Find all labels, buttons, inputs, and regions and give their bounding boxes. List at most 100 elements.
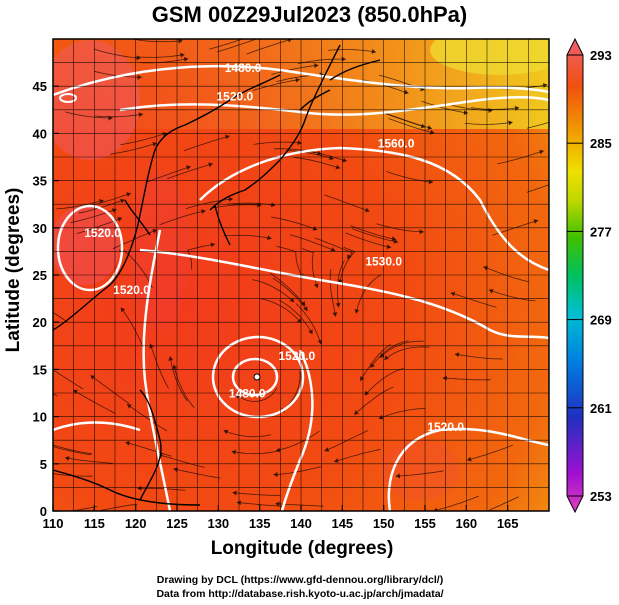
streamline bbox=[56, 199, 104, 210]
streamline-arrow bbox=[223, 429, 229, 435]
streamline-arrow bbox=[337, 279, 343, 284]
streamline bbox=[293, 156, 341, 169]
streamline bbox=[421, 100, 469, 114]
streamline-arrow bbox=[386, 244, 391, 250]
streamline-arrow bbox=[183, 56, 189, 62]
streamline-arrow bbox=[257, 202, 262, 208]
streamline-arrow bbox=[225, 134, 230, 140]
streamline-arrow bbox=[232, 490, 237, 496]
streamline-arrow bbox=[342, 157, 347, 163]
streamline-arrow bbox=[354, 309, 360, 314]
streamline bbox=[65, 111, 113, 119]
colorbar: 253 261 269 277 285 293 bbox=[566, 37, 612, 514]
streamline-arrow bbox=[334, 458, 339, 463]
streamline bbox=[123, 249, 153, 289]
streamline bbox=[273, 466, 321, 476]
streamline-arrow bbox=[463, 110, 468, 116]
streamline bbox=[279, 299, 313, 335]
streamline-arrow bbox=[303, 306, 308, 311]
x-tick-label: 130 bbox=[207, 516, 229, 531]
streamline-arrow bbox=[391, 236, 397, 242]
streamline bbox=[187, 243, 216, 270]
streamline-arrow bbox=[270, 202, 276, 208]
streamline bbox=[231, 450, 280, 455]
streamline bbox=[289, 234, 336, 252]
streamline bbox=[173, 364, 195, 409]
streamline bbox=[183, 135, 230, 152]
streamline bbox=[213, 204, 262, 209]
x-tick-label: 120 bbox=[125, 516, 147, 531]
y-tick-label: 20 bbox=[33, 315, 47, 330]
streamline-arrow bbox=[313, 283, 319, 288]
x-tick-label: 160 bbox=[455, 516, 477, 531]
streamline bbox=[64, 457, 113, 464]
streamline-arrow bbox=[419, 229, 424, 235]
streamline-arrow bbox=[488, 108, 493, 113]
streamline-arrow bbox=[210, 242, 215, 248]
streamline-arrow bbox=[137, 485, 142, 491]
streamline-arrow bbox=[378, 414, 384, 420]
streamline bbox=[125, 441, 172, 457]
streamline-arrow bbox=[295, 77, 300, 83]
streamline-arrow bbox=[317, 339, 323, 345]
streamline bbox=[450, 292, 497, 308]
streamline bbox=[158, 454, 205, 468]
x-tick-label: 150 bbox=[373, 516, 395, 531]
streamline-arrow bbox=[314, 63, 319, 69]
colorbar-tick-label: 269 bbox=[590, 313, 612, 328]
streamline-arrow bbox=[335, 302, 341, 308]
streamline-arrow bbox=[370, 363, 375, 368]
y-tick-label: 0 bbox=[40, 504, 47, 519]
streamline-arrow bbox=[186, 165, 191, 171]
coastlines bbox=[53, 44, 381, 506]
streamline-arrow bbox=[467, 456, 472, 462]
streamline-arrow bbox=[384, 355, 389, 360]
streamline bbox=[223, 430, 271, 438]
streamline bbox=[252, 279, 295, 303]
streamline-arrow bbox=[395, 473, 400, 479]
streamline-arrow bbox=[172, 364, 178, 370]
streamline-arrow bbox=[287, 39, 292, 43]
streamline bbox=[270, 272, 306, 307]
temperature-field: 1480.01520.01560.01530.01520.01480.01520… bbox=[15, 39, 549, 511]
streamline bbox=[126, 403, 168, 432]
streamline bbox=[246, 39, 293, 55]
colorbar-tick-label: 277 bbox=[590, 224, 612, 239]
streamline-arrow bbox=[433, 507, 438, 511]
streamline bbox=[53, 446, 92, 456]
streamline bbox=[185, 198, 233, 209]
streamline bbox=[209, 39, 244, 50]
streamline-arrow bbox=[364, 207, 370, 213]
streamline-arrow bbox=[15, 372, 20, 377]
streamline-arrow bbox=[360, 376, 365, 381]
streamline-arrow bbox=[267, 235, 272, 241]
streamline bbox=[364, 367, 404, 396]
streamline bbox=[167, 163, 213, 180]
streamline-arrow bbox=[335, 164, 341, 170]
y-tick-label: 15 bbox=[33, 362, 47, 377]
streamline bbox=[328, 49, 376, 53]
streamline-arrow bbox=[201, 209, 206, 214]
streamline-arrow bbox=[273, 472, 278, 477]
contour-label: 1560.0 bbox=[378, 137, 415, 151]
contour-label: 1530.0 bbox=[365, 255, 402, 269]
streamline-arrow bbox=[228, 196, 233, 202]
streamline bbox=[379, 111, 426, 128]
streamline bbox=[145, 166, 191, 183]
streamline bbox=[454, 353, 503, 360]
streamline-arrow bbox=[120, 198, 125, 204]
streamline bbox=[134, 39, 183, 43]
streamline bbox=[526, 121, 549, 129]
streamline bbox=[350, 225, 397, 240]
streamline-arrow bbox=[371, 48, 376, 54]
streamline-arrow bbox=[136, 55, 141, 61]
streamline-arrow bbox=[99, 199, 104, 204]
streamline bbox=[275, 430, 320, 452]
streamline bbox=[53, 312, 68, 323]
streamline-arrow bbox=[149, 343, 154, 349]
streamline-arrow bbox=[354, 410, 359, 415]
streamline-arrow bbox=[324, 447, 330, 452]
streamline bbox=[345, 232, 392, 248]
contour-label: 1520.0 bbox=[217, 89, 254, 103]
streamline bbox=[120, 307, 145, 350]
